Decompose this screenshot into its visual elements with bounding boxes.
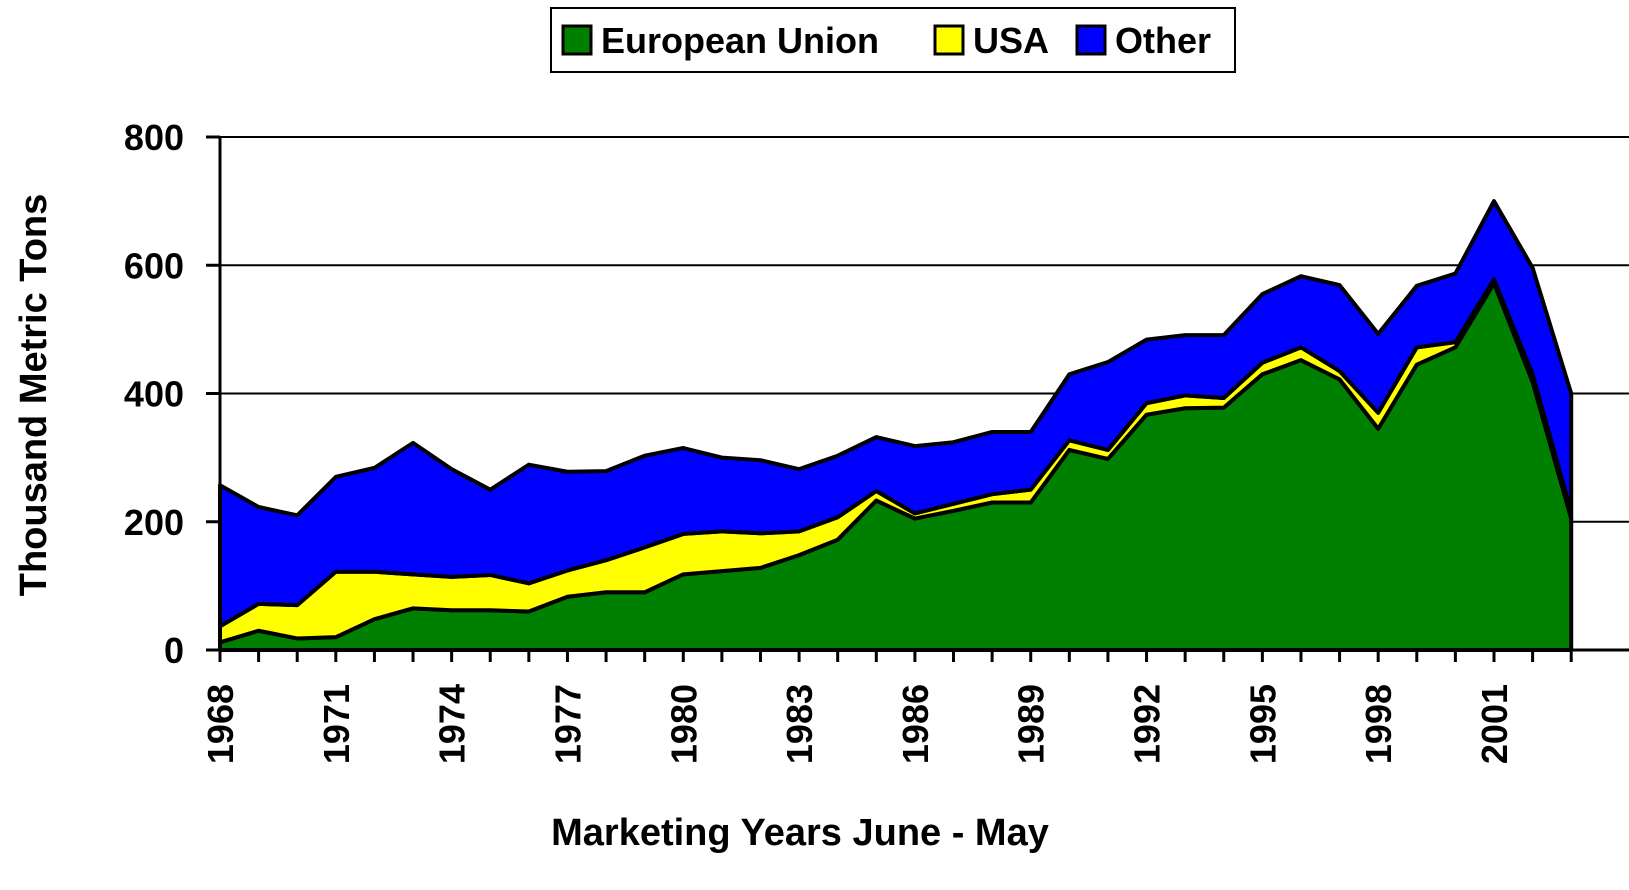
legend-label: European Union <box>601 20 879 61</box>
y-tick-label: 600 <box>124 245 184 286</box>
x-axis-title: Marketing Years June - May <box>551 812 1049 854</box>
y-tick-label: 800 <box>124 117 184 158</box>
x-tick-label: 1983 <box>779 684 820 764</box>
x-tick-label: 1989 <box>1011 684 1052 764</box>
legend-label: Other <box>1115 20 1211 61</box>
legend-swatch <box>933 24 965 56</box>
x-tick-label: 1986 <box>895 684 936 764</box>
area <box>218 199 1574 629</box>
x-tick-label: 1977 <box>547 684 588 764</box>
x-tick-label: 2001 <box>1474 684 1515 764</box>
y-tick-label: 200 <box>124 502 184 543</box>
x-tick-label: 1974 <box>432 684 473 764</box>
legend-box <box>550 7 1236 73</box>
x-tick-label: 1992 <box>1127 684 1168 764</box>
x-tick-label: 1971 <box>316 684 357 764</box>
x-tick-label: 1968 <box>200 684 241 764</box>
x-tick-label: 1998 <box>1358 684 1399 764</box>
legend-swatch <box>1075 24 1107 56</box>
y-tick-label: 0 <box>164 630 184 671</box>
x-tick-label: 1995 <box>1242 684 1283 764</box>
y-tick-label: 400 <box>124 374 184 415</box>
legend-swatch <box>561 24 593 56</box>
legend-label: USA <box>973 20 1049 61</box>
x-tick-label: 1980 <box>663 684 704 764</box>
y-axis-title: Thousand Metric Tons <box>13 194 55 597</box>
